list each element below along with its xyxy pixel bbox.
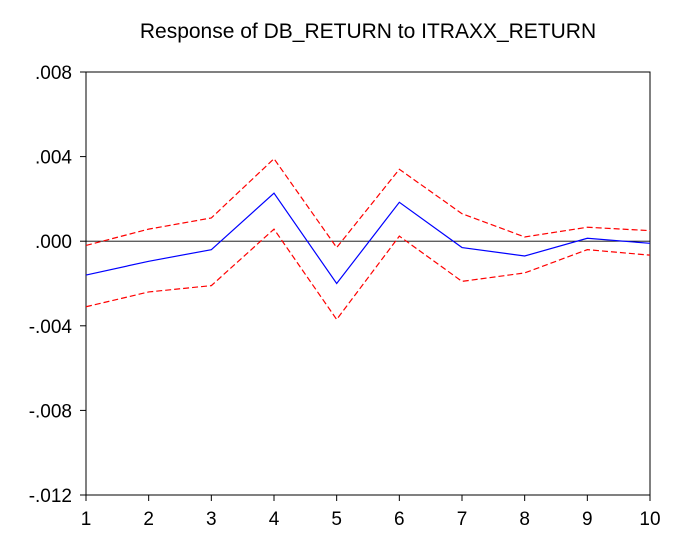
x-tick-label: 4 (269, 509, 280, 530)
y-tick-label: -.008 (29, 401, 72, 422)
series-line (85, 157, 651, 249)
x-tick-label: 6 (394, 509, 405, 530)
chart-title: Response of DB_RETURN to ITRAXX_RETURN (140, 20, 596, 43)
x-tick-label: 9 (582, 509, 593, 530)
series-line (85, 228, 651, 321)
x-tick-label: 10 (639, 509, 660, 530)
y-tick-label: .008 (35, 63, 72, 84)
series-line (85, 192, 651, 285)
y-tick-label: .004 (35, 148, 72, 169)
x-tick-label: 7 (457, 509, 468, 530)
x-tick-label: 1 (81, 509, 92, 530)
x-tick-label: 3 (206, 509, 217, 530)
y-tick-label: -.004 (29, 317, 73, 338)
y-tick-label: .000 (35, 232, 72, 253)
x-tick-label: 2 (143, 509, 154, 530)
plot-frame (85, 71, 651, 496)
y-tick-label: -.012 (29, 486, 72, 507)
x-tick-label: 5 (331, 509, 342, 530)
x-tick-label: 8 (519, 509, 530, 530)
